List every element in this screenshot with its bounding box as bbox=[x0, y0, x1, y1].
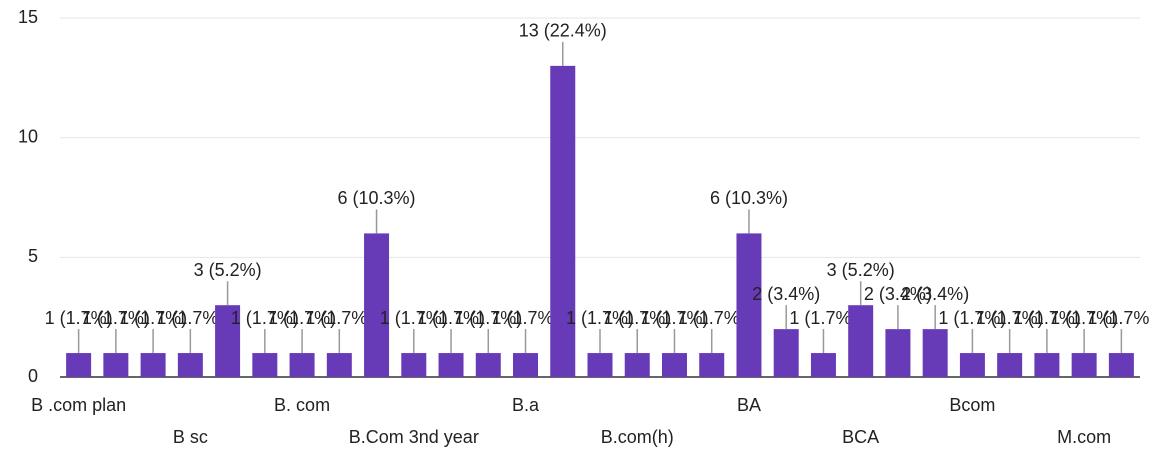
value-label: 1 (1.7%) bbox=[492, 308, 560, 328]
y-tick-label: 5 bbox=[28, 246, 38, 266]
value-label: 1 (1.7%) bbox=[678, 308, 746, 328]
bar bbox=[364, 233, 390, 377]
value-label: 1 (1.7%) bbox=[305, 308, 373, 328]
bar bbox=[1108, 353, 1134, 377]
bar bbox=[140, 353, 166, 377]
bar bbox=[773, 329, 799, 377]
value-label: 2 (3.4%) bbox=[864, 284, 932, 304]
bar bbox=[1071, 353, 1097, 377]
value-label: 6 (10.3%) bbox=[710, 188, 788, 208]
value-label: 1 (1.7%) bbox=[938, 308, 1006, 328]
value-label: 1 (1.7%) bbox=[789, 308, 857, 328]
bar bbox=[848, 305, 874, 377]
bar bbox=[550, 65, 576, 377]
bar bbox=[587, 353, 613, 377]
bar bbox=[959, 353, 985, 377]
value-label: 1 (1.7%) bbox=[976, 308, 1044, 328]
x-tick-label: BA bbox=[737, 395, 761, 415]
value-label: 1 (1.7%) bbox=[231, 308, 299, 328]
bar bbox=[401, 353, 427, 377]
x-tick-label: B. com bbox=[274, 395, 330, 415]
bar bbox=[736, 233, 762, 377]
value-label: 1 (1.7%) bbox=[45, 308, 113, 328]
value-label: 3 (5.2%) bbox=[194, 260, 262, 280]
value-label: 1 (1.7%) bbox=[454, 308, 522, 328]
x-tick-label: B .com plan bbox=[31, 395, 126, 415]
x-tick-label: BCA bbox=[842, 427, 879, 447]
bar bbox=[1034, 353, 1060, 377]
bar bbox=[326, 353, 352, 377]
value-label: 1 (1.7%) bbox=[603, 308, 671, 328]
value-label: 1 (1.7%) bbox=[119, 308, 187, 328]
value-label: 2 (3.4%) bbox=[752, 284, 820, 304]
x-tick-label: B.a bbox=[512, 395, 540, 415]
value-label: 13 (22.4%) bbox=[519, 21, 607, 41]
bar bbox=[699, 353, 725, 377]
bar bbox=[810, 353, 836, 377]
value-label: 1 (1.7%) bbox=[417, 308, 485, 328]
value-label: 2 (3.4%) bbox=[901, 284, 969, 304]
value-label: 1 (1.7%) bbox=[1050, 308, 1118, 328]
x-tick-label: B.Com 3nd year bbox=[349, 427, 479, 447]
value-label: 1 (1.7%) bbox=[380, 308, 448, 328]
value-label: 1 (1.7%) bbox=[268, 308, 336, 328]
bar bbox=[624, 353, 650, 377]
bar bbox=[997, 353, 1023, 377]
x-tick-label: M.com bbox=[1057, 427, 1111, 447]
bar bbox=[66, 353, 92, 377]
bar bbox=[885, 329, 911, 377]
bar bbox=[661, 353, 687, 377]
bar bbox=[215, 305, 241, 377]
value-label: 1 (1.7%) bbox=[156, 308, 224, 328]
bar bbox=[103, 353, 129, 377]
value-label: 1 (1.7%) bbox=[640, 308, 708, 328]
y-tick-label: 10 bbox=[18, 126, 38, 146]
bar bbox=[177, 353, 203, 377]
x-tick-label: Bcom bbox=[949, 395, 995, 415]
x-tick-label: B.com(h) bbox=[601, 427, 674, 447]
bar bbox=[513, 353, 539, 377]
value-label: 1 (1.7%) bbox=[1087, 308, 1149, 328]
bar bbox=[475, 353, 501, 377]
bar bbox=[922, 329, 948, 377]
value-label: 3 (5.2%) bbox=[827, 260, 895, 280]
value-label: 1 (1.7%) bbox=[82, 308, 150, 328]
value-label: 1 (1.7%) bbox=[1013, 308, 1081, 328]
bar bbox=[289, 353, 315, 377]
value-label: 6 (10.3%) bbox=[338, 188, 416, 208]
bar bbox=[252, 353, 278, 377]
x-tick-label: B sc bbox=[173, 427, 208, 447]
value-label: 1 (1.7%) bbox=[566, 308, 634, 328]
bar bbox=[438, 353, 464, 377]
y-tick-label: 15 bbox=[18, 7, 38, 27]
y-tick-label: 0 bbox=[28, 366, 38, 386]
